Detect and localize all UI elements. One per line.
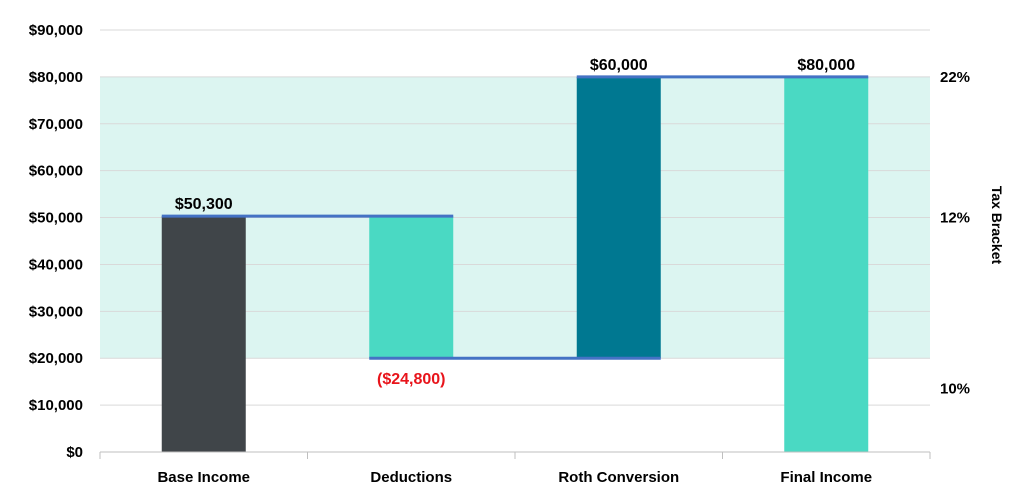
tax-bracket-label: 10%	[940, 381, 970, 398]
label-layer: $50,300 ($24,800) $60,000 $80,000 22% 12% 10%	[175, 57, 970, 398]
tax-bracket-label: 12%	[940, 210, 970, 227]
bar-roth-conversion	[576, 76, 661, 359]
y-tick-label: $20,000	[29, 350, 83, 367]
secondary-y-axis-title: Tax Bracket	[989, 186, 1005, 265]
bar-deductions	[369, 216, 454, 359]
y-tick-label: $80,000	[29, 69, 83, 86]
data-label: $60,000	[590, 57, 648, 74]
axis-layer: $0 $10,000 $20,000 $30,000 $40,000 $50,000 $60…	[29, 22, 931, 486]
connector-layer	[161, 75, 869, 360]
bar-final-income	[784, 76, 869, 452]
data-label: $80,000	[797, 57, 855, 74]
y-tick-label: $60,000	[29, 163, 83, 180]
y-tick-label: $70,000	[29, 116, 83, 133]
data-label: ($24,800)	[377, 371, 446, 388]
y-tick-label: $0	[66, 444, 83, 461]
x-tick-label: Final Income	[780, 469, 872, 486]
bar-layer	[161, 76, 869, 452]
x-tick-label: Deductions	[370, 469, 452, 486]
y-tick-label: $10,000	[29, 397, 83, 414]
y-tick-label: $40,000	[29, 256, 83, 273]
y-tick-label: $30,000	[29, 303, 83, 320]
data-label: $50,300	[175, 196, 233, 213]
x-tick-label: Base Income	[157, 469, 250, 486]
y-tick-label: $50,000	[29, 210, 83, 227]
y-tick-label: $90,000	[29, 22, 83, 39]
bar-base-income	[161, 216, 246, 452]
x-tick-label: Roth Conversion	[558, 469, 679, 486]
tax-bracket-label: 22%	[940, 69, 970, 86]
